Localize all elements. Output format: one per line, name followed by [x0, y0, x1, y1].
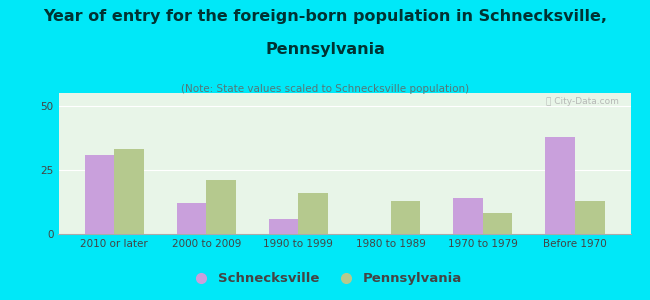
Bar: [269, 219, 298, 234]
Bar: [575, 201, 604, 234]
Bar: [453, 198, 483, 234]
Bar: [177, 203, 206, 234]
Bar: [298, 193, 328, 234]
Legend: Schnecksville, Pennsylvania: Schnecksville, Pennsylvania: [183, 267, 467, 290]
Bar: [114, 149, 144, 234]
Bar: [391, 201, 420, 234]
Bar: [483, 214, 512, 234]
Bar: [545, 136, 575, 234]
Text: (Note: State values scaled to Schnecksville population): (Note: State values scaled to Schnecksvi…: [181, 84, 469, 94]
Bar: [84, 154, 114, 234]
Text: Year of entry for the foreign-born population in Schnecksville,: Year of entry for the foreign-born popul…: [43, 9, 607, 24]
Text: Pennsylvania: Pennsylvania: [265, 42, 385, 57]
Bar: [206, 180, 236, 234]
Text: ⓒ City-Data.com: ⓒ City-Data.com: [546, 97, 619, 106]
